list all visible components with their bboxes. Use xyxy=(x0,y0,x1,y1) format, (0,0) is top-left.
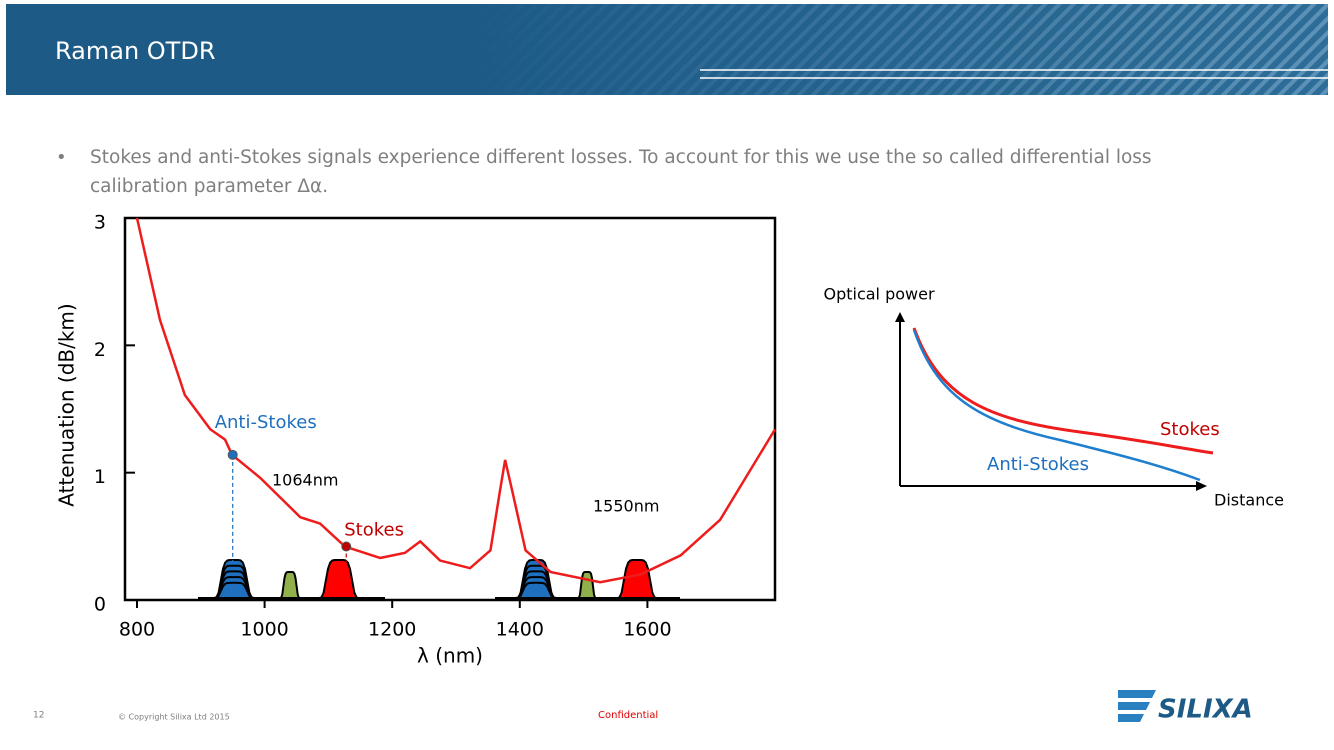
y-tick-label: 1 xyxy=(94,466,106,488)
annotation-label: Anti-Stokes xyxy=(215,412,317,433)
axis-label: Distance xyxy=(1214,491,1284,510)
annotation-point xyxy=(341,541,352,552)
x-tick-label: 1000 xyxy=(240,619,288,641)
spectrum-layer xyxy=(211,581,257,599)
bullet-dot: • xyxy=(56,147,67,168)
annotation-label: Stokes xyxy=(344,520,404,541)
anti-stokes-label: Anti-Stokes xyxy=(987,454,1089,475)
y-tick-label: 0 xyxy=(94,594,106,616)
bullet-text: Stokes and anti-Stokes signals experienc… xyxy=(90,147,1152,168)
confidential: Confidential xyxy=(598,710,658,721)
x-tick-label: 1600 xyxy=(623,619,671,641)
anti-stokes-curve xyxy=(912,329,1201,482)
copyright: © Copyright Silixa Ltd 2015 xyxy=(118,713,230,722)
stokes-curve xyxy=(912,327,1214,455)
wavelength-label: 1550nm xyxy=(593,497,659,516)
attenuation-line xyxy=(135,217,777,584)
header-shade xyxy=(6,4,1328,95)
x-tick-label: 1400 xyxy=(496,619,544,641)
logo: SILIXA xyxy=(1118,690,1253,725)
logo-mark xyxy=(1118,690,1156,722)
spectrum-peak xyxy=(614,558,660,599)
x-tick-label: 800 xyxy=(119,619,155,641)
bullet-text: calibration parameter Δα. xyxy=(90,176,328,197)
stokes-label: Stokes xyxy=(1160,419,1220,440)
y-tick-label: 3 xyxy=(94,212,106,234)
arrow-head xyxy=(1196,481,1207,491)
x-tick-label: 1200 xyxy=(368,619,416,641)
y-tick-label: 2 xyxy=(94,339,106,361)
spectrum-layer xyxy=(513,581,559,599)
slide-title: Raman OTDR xyxy=(55,37,216,65)
page-number: 12 xyxy=(33,711,44,721)
wavelength-label: 1064nm xyxy=(272,471,338,490)
spectrum-peak xyxy=(278,571,302,599)
power-diagram: Optical power Distance Stokes Anti-Stoke… xyxy=(823,285,1284,510)
y-axis-title: Attenuation (dB/km) xyxy=(55,303,79,506)
plot-frame xyxy=(123,216,777,602)
arrow-head xyxy=(895,312,905,322)
x-axis-title: λ (nm) xyxy=(417,644,483,668)
spectrum-peak xyxy=(316,558,362,599)
axis-label: Optical power xyxy=(823,285,934,304)
annotation-point xyxy=(227,449,238,460)
logo-text: SILIXA xyxy=(1158,695,1253,725)
attenuation-chart: Attenuation (dB/km) λ (nm) 0 1 2 3 800 1000 12… xyxy=(55,212,777,668)
